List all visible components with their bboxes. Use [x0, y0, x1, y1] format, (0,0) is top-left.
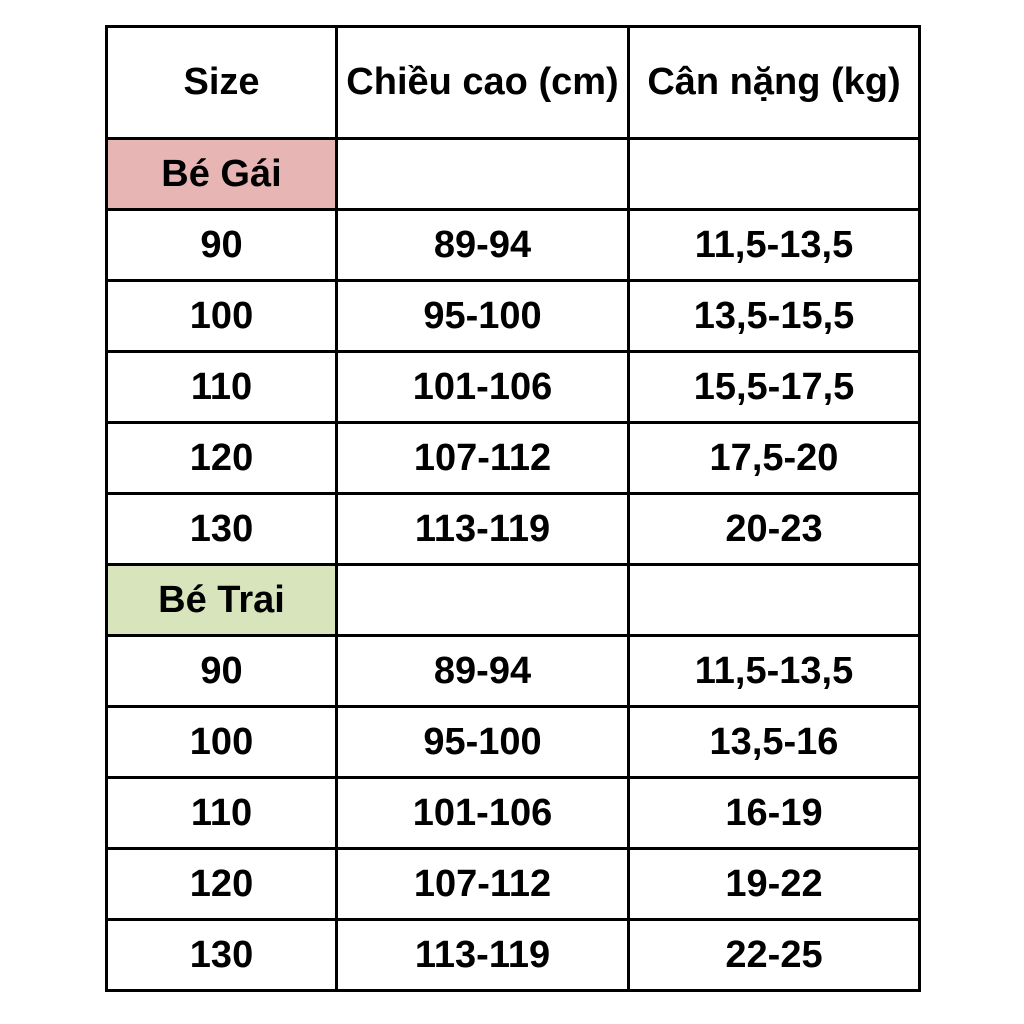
height-cell: 101-106	[335, 776, 630, 850]
section-header-row: Bé Trai	[105, 563, 921, 637]
column-header-weight: Cân nặng (kg)	[627, 25, 921, 140]
weight-cell: 16-19	[627, 776, 921, 850]
size-cell: 100	[105, 279, 338, 353]
table-row: 130 113-119 22-25	[105, 918, 921, 992]
table-row: 110 101-106 15,5-17,5	[105, 350, 921, 424]
height-cell: 107-112	[335, 847, 630, 921]
weight-cell: 13,5-16	[627, 705, 921, 779]
weight-cell: 20-23	[627, 492, 921, 566]
size-cell: 110	[105, 350, 338, 424]
height-cell: 95-100	[335, 705, 630, 779]
header-row: Size Chiều cao (cm) Cân nặng (kg)	[105, 25, 921, 140]
section-empty-cell	[335, 563, 630, 637]
table-row: 120 107-112 17,5-20	[105, 421, 921, 495]
size-cell: 120	[105, 421, 338, 495]
weight-cell: 11,5-13,5	[627, 634, 921, 708]
height-cell: 113-119	[335, 492, 630, 566]
table-row: 130 113-119 20-23	[105, 492, 921, 566]
column-header-height: Chiều cao (cm)	[335, 25, 630, 140]
height-cell: 101-106	[335, 350, 630, 424]
table-row: 90 89-94 11,5-13,5	[105, 208, 921, 282]
size-table: Size Chiều cao (cm) Cân nặng (kg) Bé Gái…	[105, 25, 921, 992]
table-row: 90 89-94 11,5-13,5	[105, 634, 921, 708]
size-cell: 130	[105, 918, 338, 992]
column-header-size: Size	[105, 25, 338, 140]
height-cell: 107-112	[335, 421, 630, 495]
size-cell: 110	[105, 776, 338, 850]
weight-cell: 15,5-17,5	[627, 350, 921, 424]
size-cell: 120	[105, 847, 338, 921]
height-cell: 89-94	[335, 634, 630, 708]
size-cell: 100	[105, 705, 338, 779]
table-row: 120 107-112 19-22	[105, 847, 921, 921]
size-cell: 90	[105, 208, 338, 282]
section-empty-cell	[627, 563, 921, 637]
section-label-cell: Bé Trai	[105, 563, 338, 637]
weight-cell: 22-25	[627, 918, 921, 992]
weight-cell: 11,5-13,5	[627, 208, 921, 282]
weight-cell: 13,5-15,5	[627, 279, 921, 353]
section-empty-cell	[335, 137, 630, 211]
table-row: 100 95-100 13,5-15,5	[105, 279, 921, 353]
weight-cell: 19-22	[627, 847, 921, 921]
table-row: 110 101-106 16-19	[105, 776, 921, 850]
height-cell: 113-119	[335, 918, 630, 992]
section-label-cell: Bé Gái	[105, 137, 338, 211]
height-cell: 89-94	[335, 208, 630, 282]
weight-cell: 17,5-20	[627, 421, 921, 495]
height-cell: 95-100	[335, 279, 630, 353]
table-row: 100 95-100 13,5-16	[105, 705, 921, 779]
section-empty-cell	[627, 137, 921, 211]
size-cell: 130	[105, 492, 338, 566]
section-header-row: Bé Gái	[105, 137, 921, 211]
size-cell: 90	[105, 634, 338, 708]
